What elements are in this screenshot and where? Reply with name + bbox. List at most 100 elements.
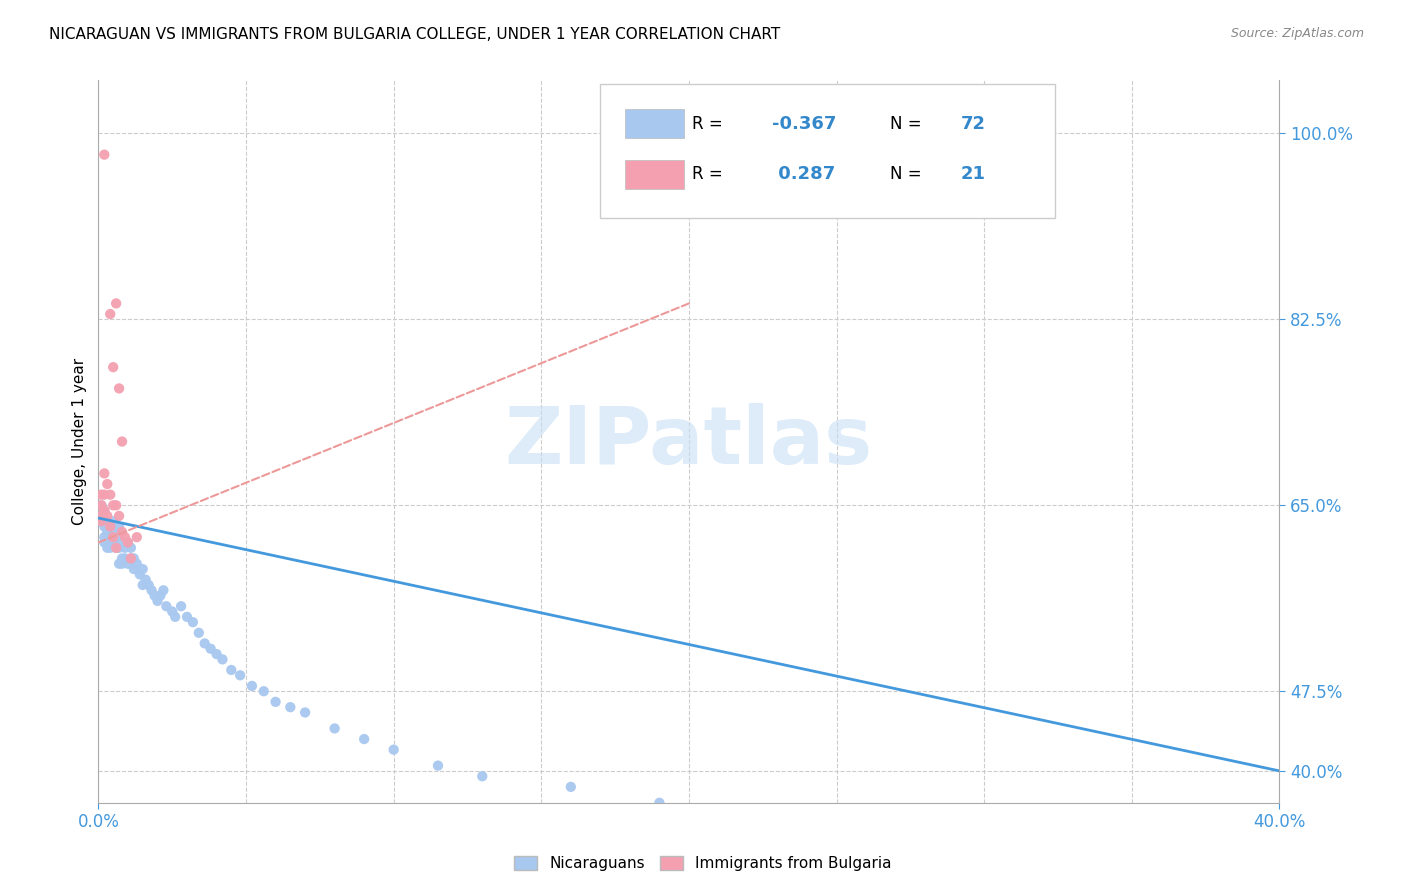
Point [105,498,128,512]
Point [90,514,112,528]
Point [103,360,125,375]
Point [200,641,222,656]
Text: ZIPatlas: ZIPatlas [505,402,873,481]
Point [108,519,131,533]
Point [93,147,115,161]
Text: 72: 72 [960,115,986,133]
Point [141,583,163,598]
Text: Source: ZipAtlas.com: Source: ZipAtlas.com [1230,27,1364,40]
Point [103,524,125,539]
Point [135,573,157,587]
Point [93,535,115,549]
Point [648,796,671,810]
Point [98,541,121,555]
Point [111,551,134,566]
Point [96,541,118,555]
Point [111,524,134,539]
Point [98,488,121,502]
Point [108,508,131,523]
Text: 0.287: 0.287 [772,165,835,183]
Text: NICARAGUAN VS IMMIGRANTS FROM BULGARIA COLLEGE, UNDER 1 YEAR CORRELATION CHART: NICARAGUAN VS IMMIGRANTS FROM BULGARIA C… [49,27,780,42]
Point [240,679,263,693]
Point [96,514,118,528]
Point [120,551,142,566]
Point [122,562,145,576]
Point [120,541,142,555]
Point [111,434,134,449]
Point [105,524,128,539]
Point [253,684,276,698]
FancyBboxPatch shape [600,84,1054,218]
Text: R =: R = [693,115,728,133]
Point [98,519,121,533]
Point [1180,828,1202,842]
Point [205,647,228,661]
Point [560,780,582,794]
Point [93,488,115,502]
Point [155,599,177,614]
Point [96,524,118,539]
Point [170,599,193,614]
Point [323,722,346,736]
Point [117,535,139,549]
Point [211,652,233,666]
Point [221,663,243,677]
Point [96,508,118,523]
Point [108,557,131,571]
Point [471,769,494,783]
Y-axis label: College, Under 1 year: College, Under 1 year [72,358,87,525]
Point [114,541,136,555]
Point [125,557,148,571]
Point [90,498,112,512]
Point [93,503,115,517]
Point [229,668,252,682]
Point [93,503,115,517]
Point [353,732,375,747]
Point [103,514,125,528]
Point [187,625,209,640]
Text: -0.367: -0.367 [772,115,837,133]
Point [90,514,112,528]
Point [90,508,112,523]
Point [114,530,136,544]
Point [152,583,174,598]
Point [427,758,450,772]
Point [122,551,145,566]
Point [93,519,115,533]
Point [108,541,131,555]
Point [117,557,139,571]
Point [914,817,936,831]
Point [105,296,128,310]
Point [294,706,316,720]
Point [143,589,166,603]
Point [382,742,405,756]
Point [98,307,121,321]
Point [98,530,121,544]
Point [108,381,131,395]
Point [162,605,183,619]
Point [90,488,112,502]
Legend: Nicaraguans, Immigrants from Bulgaria: Nicaraguans, Immigrants from Bulgaria [508,849,898,877]
Point [105,541,128,555]
Point [111,535,134,549]
Point [146,594,169,608]
Text: R =: R = [693,165,728,183]
Text: N =: N = [890,165,927,183]
Point [132,578,155,592]
Point [125,530,148,544]
Point [128,567,150,582]
Point [111,557,134,571]
Point [90,508,112,523]
Text: 21: 21 [960,165,986,183]
Point [264,695,287,709]
Point [138,578,160,592]
Text: N =: N = [890,115,927,133]
Point [103,530,125,544]
Point [165,610,187,624]
Point [93,530,115,544]
FancyBboxPatch shape [626,109,685,138]
Point [96,477,118,491]
Point [766,806,789,821]
Point [93,467,115,481]
Point [181,615,204,630]
